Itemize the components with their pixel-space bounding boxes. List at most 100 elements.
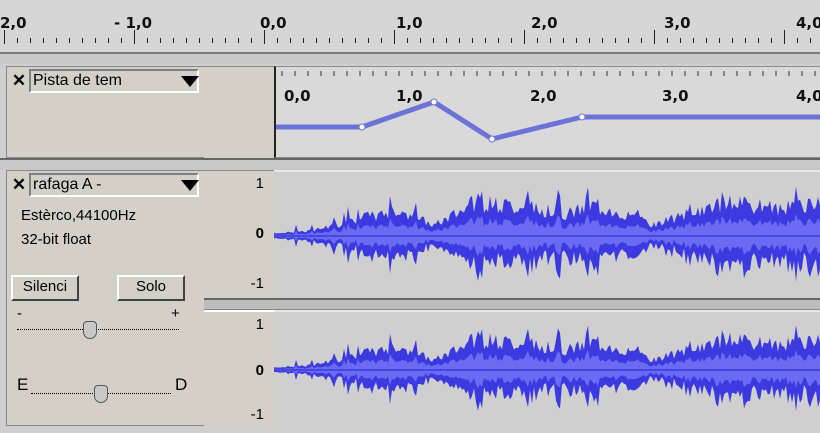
time-envelope[interactable] [276,67,820,159]
time-track-ruler-label: 3,0 [662,87,689,105]
time-track-ruler-label: 0,0 [284,87,311,105]
ruler-tick [563,38,564,43]
time-track-vruler [204,66,274,160]
ruler-tick [290,38,291,43]
ruler-tick [446,38,447,43]
ruler-tick [56,38,57,43]
pan-right-label: D [175,375,188,394]
solo-button[interactable]: Solo [117,275,185,301]
time-envelope-line[interactable] [276,99,820,142]
ruler-tick [212,38,213,43]
ruler-tick [732,38,733,43]
ruler-tick [17,38,18,43]
ruler-tick [810,38,811,43]
ruler-tick [4,30,5,44]
vruler-label: 0 [255,362,264,379]
gain-minus-label: - [17,305,22,322]
close-icon[interactable]: ✕ [11,175,27,194]
waveform-2-svg[interactable] [274,312,820,428]
close-icon[interactable]: ✕ [11,71,27,90]
ruler-tick [147,38,148,43]
ruler-tick [186,38,187,43]
time-track-control-panel: ✕ Pista de tem [6,66,204,158]
time-track-menu-button[interactable]: Pista de tem [29,69,199,93]
ruler-tick [30,38,31,43]
ruler-tick [199,38,200,43]
ruler-tick [576,38,577,43]
waveform-channel-2[interactable] [274,310,820,428]
ruler-label: 1,0 [396,14,423,32]
ruler-tick [498,38,499,43]
channel-divider [204,298,820,310]
mute-button[interactable]: Silenci [11,275,79,301]
ruler-tick [771,38,772,43]
ruler-label: 4,0 [796,14,820,32]
gain-slider-track[interactable] [17,329,179,331]
track-separator [0,158,820,170]
track-format-info: Estèrco,44100Hz [21,207,137,224]
ruler-tick [238,38,239,43]
audio-track-control-panel: ✕ rafaga A - Estèrco,44100Hz 32-bit floa… [6,170,204,426]
ruler-tick [134,30,135,44]
ruler-tick [667,38,668,43]
ruler-label: 0,0 [260,14,287,32]
ruler-tick [680,38,681,43]
waveform-channel-1[interactable] [274,170,820,300]
ruler-tick [524,30,525,44]
time-track-area[interactable]: 0,0 1,0 2,0 3,0 4,0 [274,66,820,158]
ruler-tick [550,38,551,43]
ruler-tick [394,30,395,44]
ruler-tick [108,38,109,43]
ruler-tick [43,38,44,43]
ruler-tick [303,38,304,43]
envelope-point[interactable] [430,98,438,106]
ruler-tick [485,38,486,43]
gain-slider-thumb[interactable] [82,321,97,339]
vruler-label: 0 [255,225,264,242]
ruler-tick [797,38,798,43]
vruler-label: -1 [250,275,264,292]
ruler-tick [69,38,70,43]
channel1-vruler: 1 0 -1 [204,170,274,299]
track-bitdepth-info: 32-bit float [21,231,92,248]
time-track-ruler-label: 1,0 [396,87,423,105]
ruler-tick [706,38,707,43]
gain-plus-label: + [171,305,180,322]
ruler-tick [82,38,83,43]
ruler-tick [758,38,759,43]
triangle-down-icon [181,76,199,87]
pan-left-label: E [17,375,29,394]
ruler-tick [693,38,694,43]
ruler-tick [459,38,460,43]
ruler-label: 2,0 [531,14,558,32]
waveform-1-svg[interactable] [274,172,820,300]
envelope-point[interactable] [358,123,366,131]
envelope-point[interactable] [578,113,586,121]
ruler-label: - 1,0 [114,14,153,32]
ruler-tick [173,38,174,43]
audio-track-menu-button[interactable]: rafaga A - [29,173,199,197]
ruler-tick [225,38,226,43]
time-track-ruler-label: 4,0 [796,87,820,105]
ruler-tick [420,38,421,43]
ruler-tick [251,38,252,43]
ruler-tick [472,38,473,43]
channel2-vruler: 1 0 -1 [204,310,274,428]
time-track-name: Pista de tem [33,72,122,89]
audio-track-name: rafaga A - [33,176,102,193]
ruler-tick [628,38,629,43]
vruler-label: 1 [255,175,264,192]
ruler-label: 3,0 [664,14,691,32]
ruler-tick [654,30,655,44]
ruler-tick [719,38,720,43]
time-track-ruler-label: 2,0 [530,87,557,105]
timeline-ruler[interactable]: 2,0 - 1,0 0,0 1,0 2,0 3,0 4,0 [0,0,820,54]
pan-slider-thumb[interactable] [94,385,108,403]
vruler-label: 1 [255,316,264,333]
ruler-tick [277,38,278,43]
track-separator [0,54,820,64]
ruler-tick [355,38,356,43]
triangle-down-icon [181,180,199,191]
waveform-rms [274,213,820,257]
envelope-point[interactable] [488,135,496,143]
